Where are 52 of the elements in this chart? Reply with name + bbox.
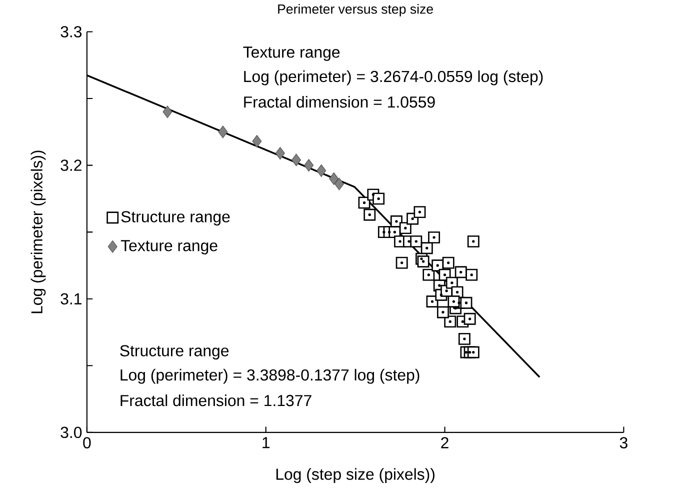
point: [410, 235, 422, 248]
y-tick-label: 3.0: [60, 426, 82, 438]
y-tick-label: 3.2: [60, 160, 82, 171]
point: [438, 268, 451, 281]
point: [446, 276, 458, 289]
annotation: Fractal dimension = 1.1377: [120, 394, 312, 406]
y-tick-label: 3.3: [60, 26, 82, 38]
point: [420, 242, 433, 254]
x-tick-label: 0: [83, 437, 91, 448]
chart-title: Perimeter versus step size: [278, 4, 433, 16]
annotation: Log (perimeter) = 3.3898-0.1377 log (step): [120, 368, 420, 384]
point: [467, 235, 480, 248]
legend-label: Texture range: [120, 240, 218, 254]
y-axis-title: Log (perimeter (pixels)): [30, 150, 46, 314]
y-tick-label: 3.1: [60, 293, 82, 304]
point: [399, 222, 412, 234]
point: [422, 268, 435, 281]
point: [454, 266, 467, 278]
point: [252, 134, 262, 148]
point: [292, 154, 302, 166]
point: [444, 315, 456, 328]
point: [304, 158, 314, 172]
point: [458, 332, 470, 345]
point: [428, 231, 440, 244]
point: [442, 256, 454, 269]
point: [437, 306, 449, 318]
point: [364, 208, 376, 221]
annotation: Log (perimeter) = 3.2674-0.0559 log (step): [244, 70, 543, 86]
legend-label: Structure range: [121, 210, 230, 226]
x-axis-title: Log (step size (pixels)): [276, 468, 434, 483]
point: [358, 196, 370, 209]
point: [414, 206, 426, 218]
point: [372, 192, 385, 205]
annotation: Texture range: [243, 46, 340, 61]
point: [218, 126, 228, 138]
point: [396, 256, 408, 269]
point: [417, 255, 430, 268]
point: [460, 296, 472, 309]
point: [275, 146, 285, 160]
x-tick-label: 1: [262, 437, 270, 448]
annotation: Structure range: [120, 344, 229, 360]
point: [329, 172, 339, 185]
x-tick-label: 3: [620, 437, 628, 448]
x-tick-label: 2: [441, 437, 448, 448]
point: [464, 312, 476, 325]
annotation: Fractal dimension = 1.0559: [244, 96, 435, 108]
point: [467, 346, 480, 358]
point: [316, 164, 326, 177]
point: [466, 268, 478, 281]
point: [162, 106, 172, 118]
point: [448, 295, 460, 308]
point: [334, 178, 344, 190]
